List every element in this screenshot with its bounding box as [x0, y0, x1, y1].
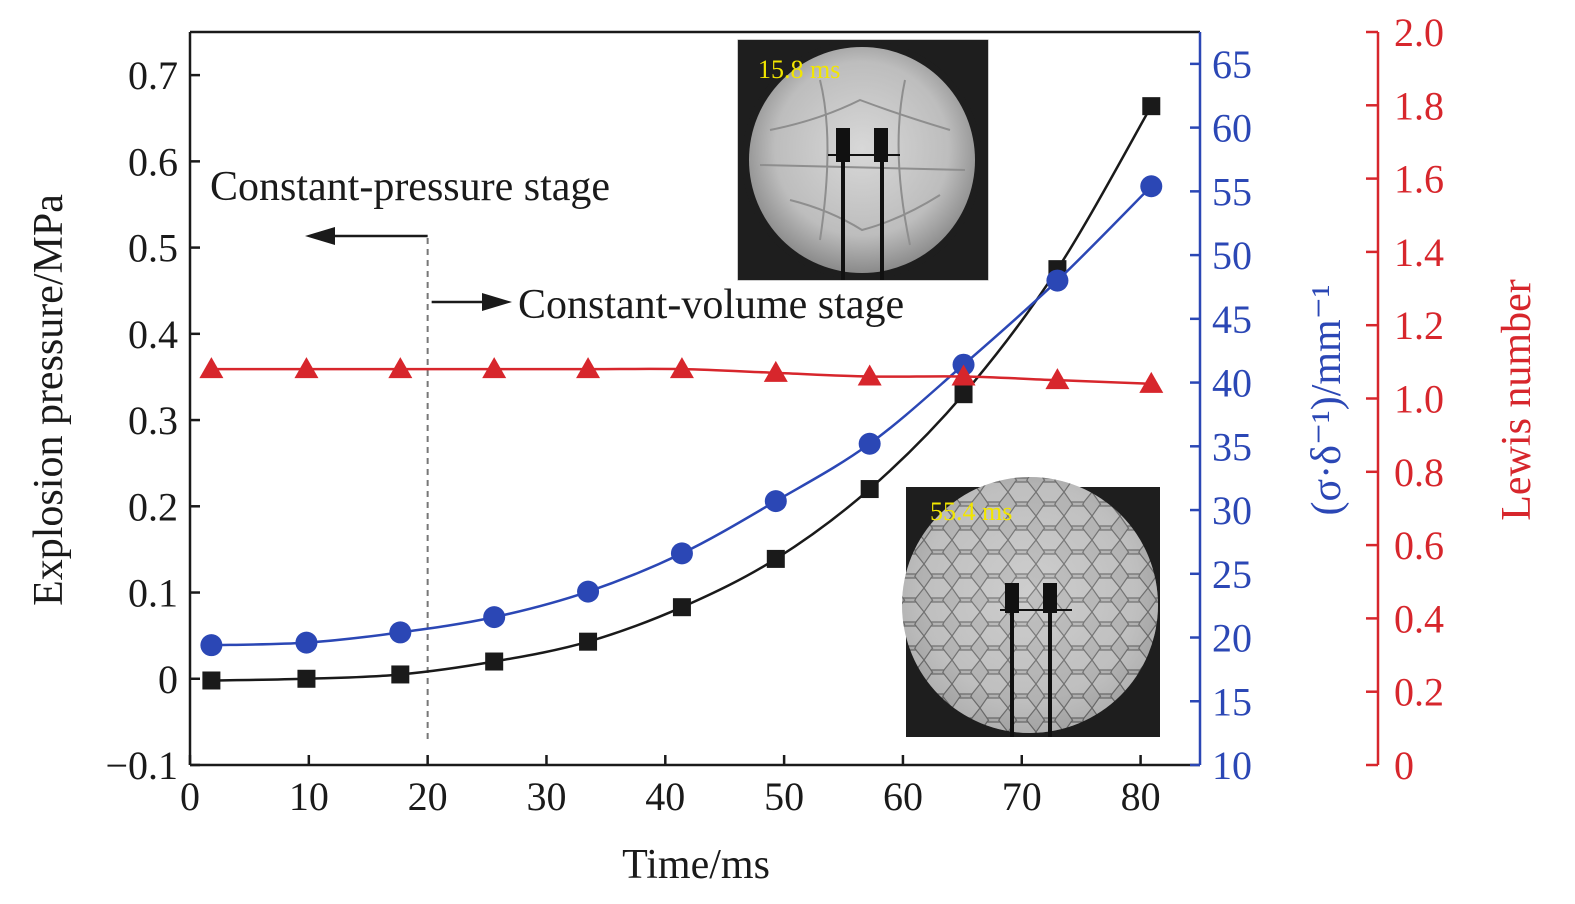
x-tick-label: 30: [526, 774, 566, 819]
data-point-circle: [389, 621, 412, 644]
data-point-square: [202, 671, 221, 690]
data-point-triangle: [669, 357, 694, 379]
x-tick-label: 20: [408, 774, 448, 819]
x-tick-label: 60: [883, 774, 923, 819]
data-point-circle: [200, 634, 223, 657]
left-tick-label: 0.7: [128, 53, 178, 98]
x-tick-label: 10: [289, 774, 329, 819]
sigma-tick-label: 60: [1212, 106, 1252, 151]
data-point-triangle: [388, 357, 413, 379]
inset-label-15-8ms: 15.8 ms: [758, 55, 840, 84]
data-point-circle: [295, 631, 318, 654]
x-tick-label: 40: [645, 774, 685, 819]
left-tick-label: −0.1: [105, 743, 178, 788]
x-tick-label: 80: [1121, 774, 1161, 819]
lewis-axis-ticks: 0 0.2 0.4 0.6 0.8 1.0 1.2 1.4 1.6 1.8 2.0: [1366, 10, 1444, 788]
constant-pressure-label: Constant-pressure stage: [210, 164, 610, 210]
x-axis-ticks: 0 10 20 30 40 50 60 70 80: [180, 755, 1161, 819]
data-point-square: [297, 669, 316, 688]
data-point-square: [579, 632, 598, 651]
lewis-tick-label: 0.8: [1394, 450, 1444, 495]
sigma-tick-label: 30: [1212, 488, 1252, 533]
x-tick-label: 0: [180, 774, 200, 819]
data-point-square: [766, 549, 785, 568]
data-point-square: [1142, 97, 1161, 116]
inset-image-55-4ms: 55.4 ms: [902, 477, 1160, 737]
series-layer: [199, 97, 1164, 690]
lewis-tick-label: 1.4: [1394, 230, 1444, 275]
x-tick-label: 50: [764, 774, 804, 819]
x-tick-label: 70: [1002, 774, 1042, 819]
constant-volume-arrowhead: [482, 293, 512, 311]
lewis-axis-title: Lewis number: [1494, 279, 1540, 520]
lewis-tick-label: 0: [1394, 743, 1414, 788]
sigma-tick-label: 50: [1212, 233, 1252, 278]
data-point-circle: [858, 432, 881, 455]
left-tick-label: 0.2: [128, 484, 178, 529]
left-tick-label: 0.3: [128, 398, 178, 443]
x-axis-title: Time/ms: [622, 842, 770, 888]
series-line-right1: [211, 185, 1153, 647]
data-point-circle: [1140, 175, 1163, 198]
data-point-triangle: [951, 364, 976, 386]
data-point-triangle: [482, 357, 507, 379]
data-point-triangle: [294, 357, 319, 379]
left-tick-label: 0.5: [128, 226, 178, 271]
sigma-tick-label: 35: [1212, 424, 1252, 469]
series-right2: [199, 357, 1164, 393]
left-axis-ticks: −0.1 0 0.1 0.2 0.3 0.4 0.5 0.6 0.7: [105, 53, 200, 788]
sigma-tick-label: 20: [1212, 616, 1252, 661]
lewis-tick-label: 0.4: [1394, 596, 1444, 641]
sigma-tick-label: 55: [1212, 169, 1252, 214]
lewis-tick-label: 1.0: [1394, 377, 1444, 422]
sigma-axis-ticks: 10 15 20 25 30 35 40 45 50 55 60 65: [1190, 42, 1252, 788]
lewis-tick-label: 0.6: [1394, 523, 1444, 568]
sigma-tick-label: 45: [1212, 297, 1252, 342]
data-point-triangle: [199, 357, 224, 379]
left-tick-label: 0.6: [128, 139, 178, 184]
data-point-square: [860, 480, 879, 499]
left-tick-label: 0.4: [128, 312, 178, 357]
data-point-circle: [1046, 269, 1069, 292]
lewis-tick-label: 0.2: [1394, 670, 1444, 715]
data-point-square: [391, 665, 410, 684]
sigma-tick-label: 10: [1212, 743, 1252, 788]
series-line-left: [211, 105, 1153, 682]
sigma-tick-label: 15: [1212, 679, 1252, 724]
data-point-circle: [670, 542, 693, 565]
constant-volume-label: Constant-volume stage: [518, 282, 904, 328]
left-tick-label: 0: [158, 657, 178, 702]
data-point-triangle: [763, 360, 788, 382]
data-point-circle: [577, 580, 600, 603]
data-point-square: [954, 385, 973, 404]
lewis-tick-label: 1.2: [1394, 303, 1444, 348]
data-point-square: [672, 598, 691, 617]
lewis-tick-label: 1.6: [1394, 157, 1444, 202]
sigma-tick-label: 65: [1212, 42, 1252, 87]
data-point-triangle: [1139, 371, 1164, 393]
data-point-square: [485, 652, 504, 671]
left-tick-label: 0.1: [128, 571, 178, 616]
data-point-triangle: [857, 364, 882, 386]
data-point-circle: [764, 490, 787, 513]
sigma-tick-label: 40: [1212, 361, 1252, 406]
sigma-tick-label: 25: [1212, 552, 1252, 597]
inset-label-55-4ms: 55.4 ms: [930, 497, 1012, 526]
data-point-triangle: [576, 357, 601, 379]
inset-image-15-8ms: 15.8 ms: [737, 39, 989, 281]
left-axis-title: Explosion pressure/MPa: [26, 194, 72, 606]
series-left: [202, 97, 1161, 690]
lewis-tick-label: 1.8: [1394, 83, 1444, 128]
data-point-circle: [483, 606, 506, 629]
constant-pressure-arrowhead: [305, 227, 335, 245]
data-point-triangle: [1045, 368, 1070, 390]
lewis-tick-label: 2.0: [1394, 10, 1444, 55]
sigma-axis-title: (σ·δ⁻¹)/mm⁻¹: [1304, 285, 1350, 516]
